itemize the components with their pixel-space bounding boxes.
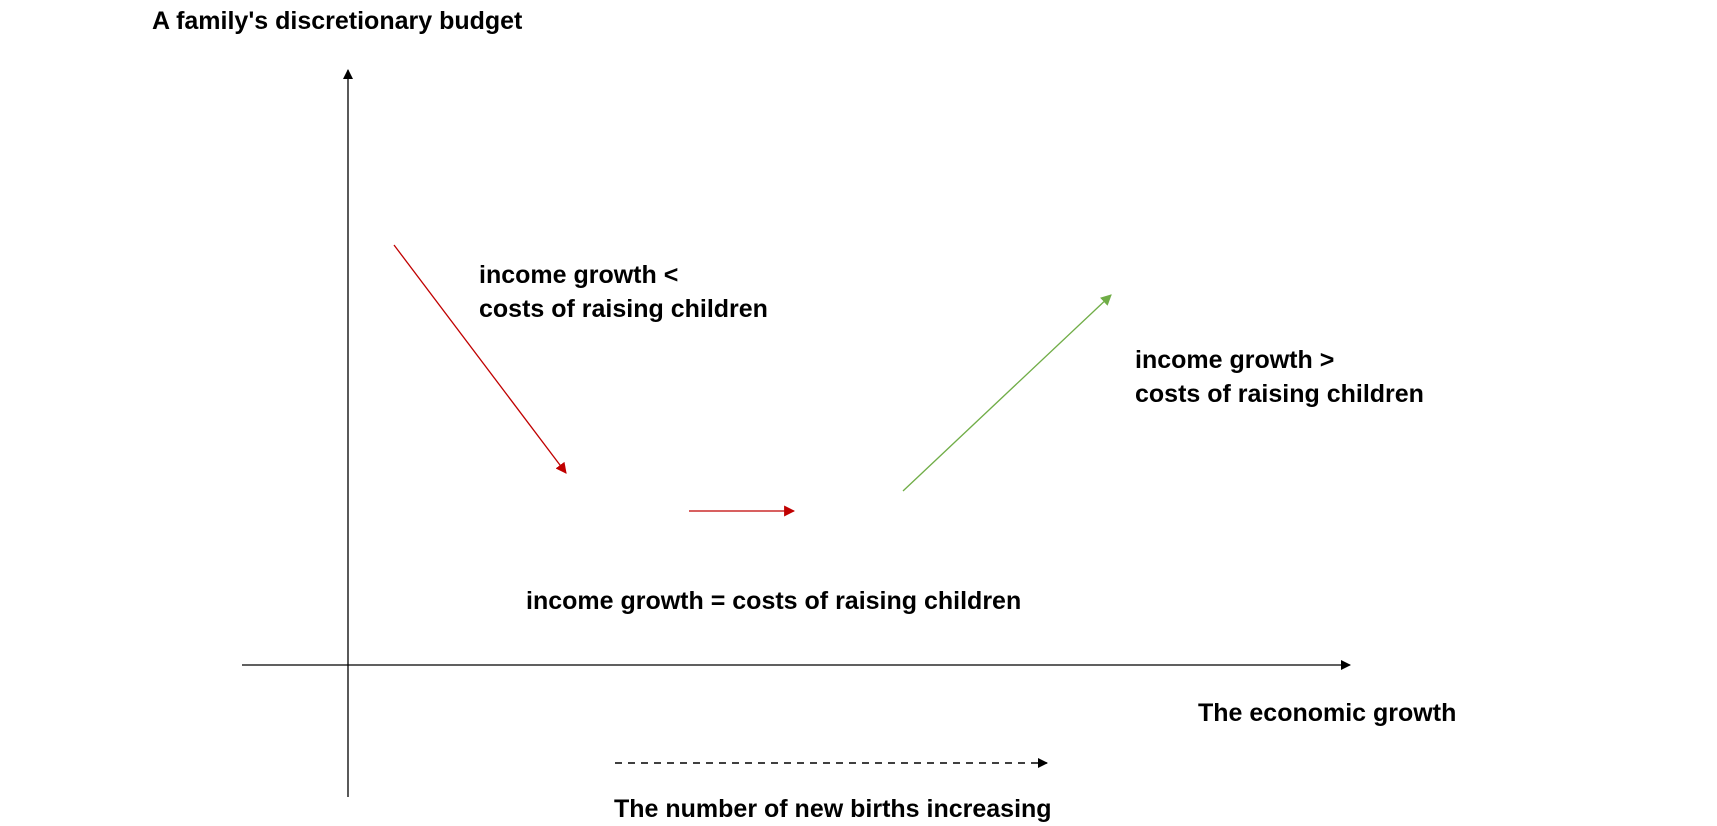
rise-label-line2: costs of raising children <box>1135 380 1424 408</box>
y-axis-label: A family's discretionary budget <box>152 7 523 35</box>
flat-label: income growth = costs of raising childre… <box>526 587 1021 615</box>
decline-label-line1: income growth < <box>479 261 678 289</box>
rise-arrow <box>902 294 1112 492</box>
x-axis-label: The economic growth <box>1198 699 1456 727</box>
decline-arrow <box>393 244 567 474</box>
births-label: The number of new births increasing <box>614 795 1052 823</box>
decline-label-line2: costs of raising children <box>479 295 768 323</box>
rise-label-line1: income growth > <box>1135 346 1334 374</box>
